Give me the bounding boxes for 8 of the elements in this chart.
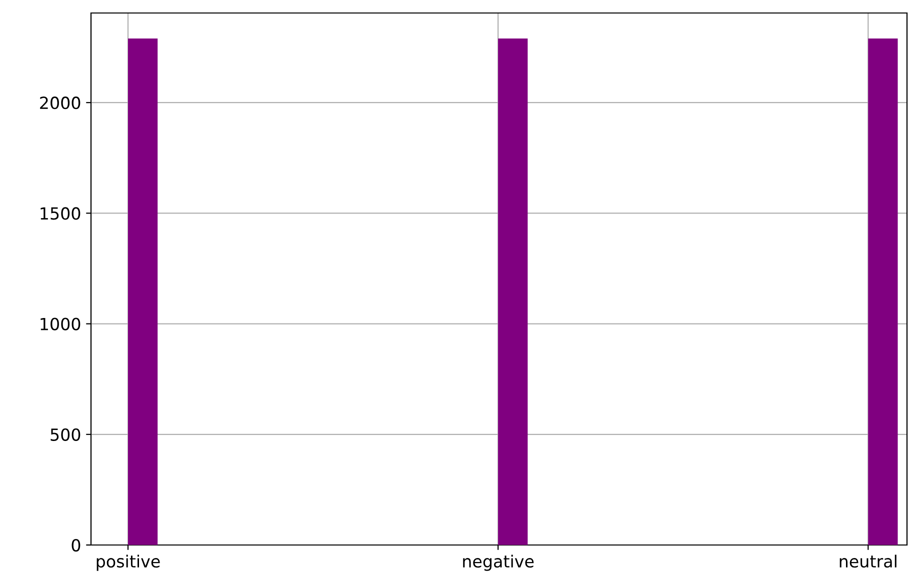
y-tick-label: 2000 bbox=[40, 96, 80, 110]
y-tick-label: 500 bbox=[50, 428, 80, 441]
y-tick-label: 1000 bbox=[40, 318, 80, 330]
x-tick-label: neutral bbox=[840, 554, 896, 568]
x-tick-label: positive bbox=[96, 554, 160, 571]
x-tick-label: negative bbox=[463, 554, 534, 571]
y-tick-label: 0 bbox=[72, 538, 80, 552]
y-tick-label: 1500 bbox=[40, 207, 80, 220]
